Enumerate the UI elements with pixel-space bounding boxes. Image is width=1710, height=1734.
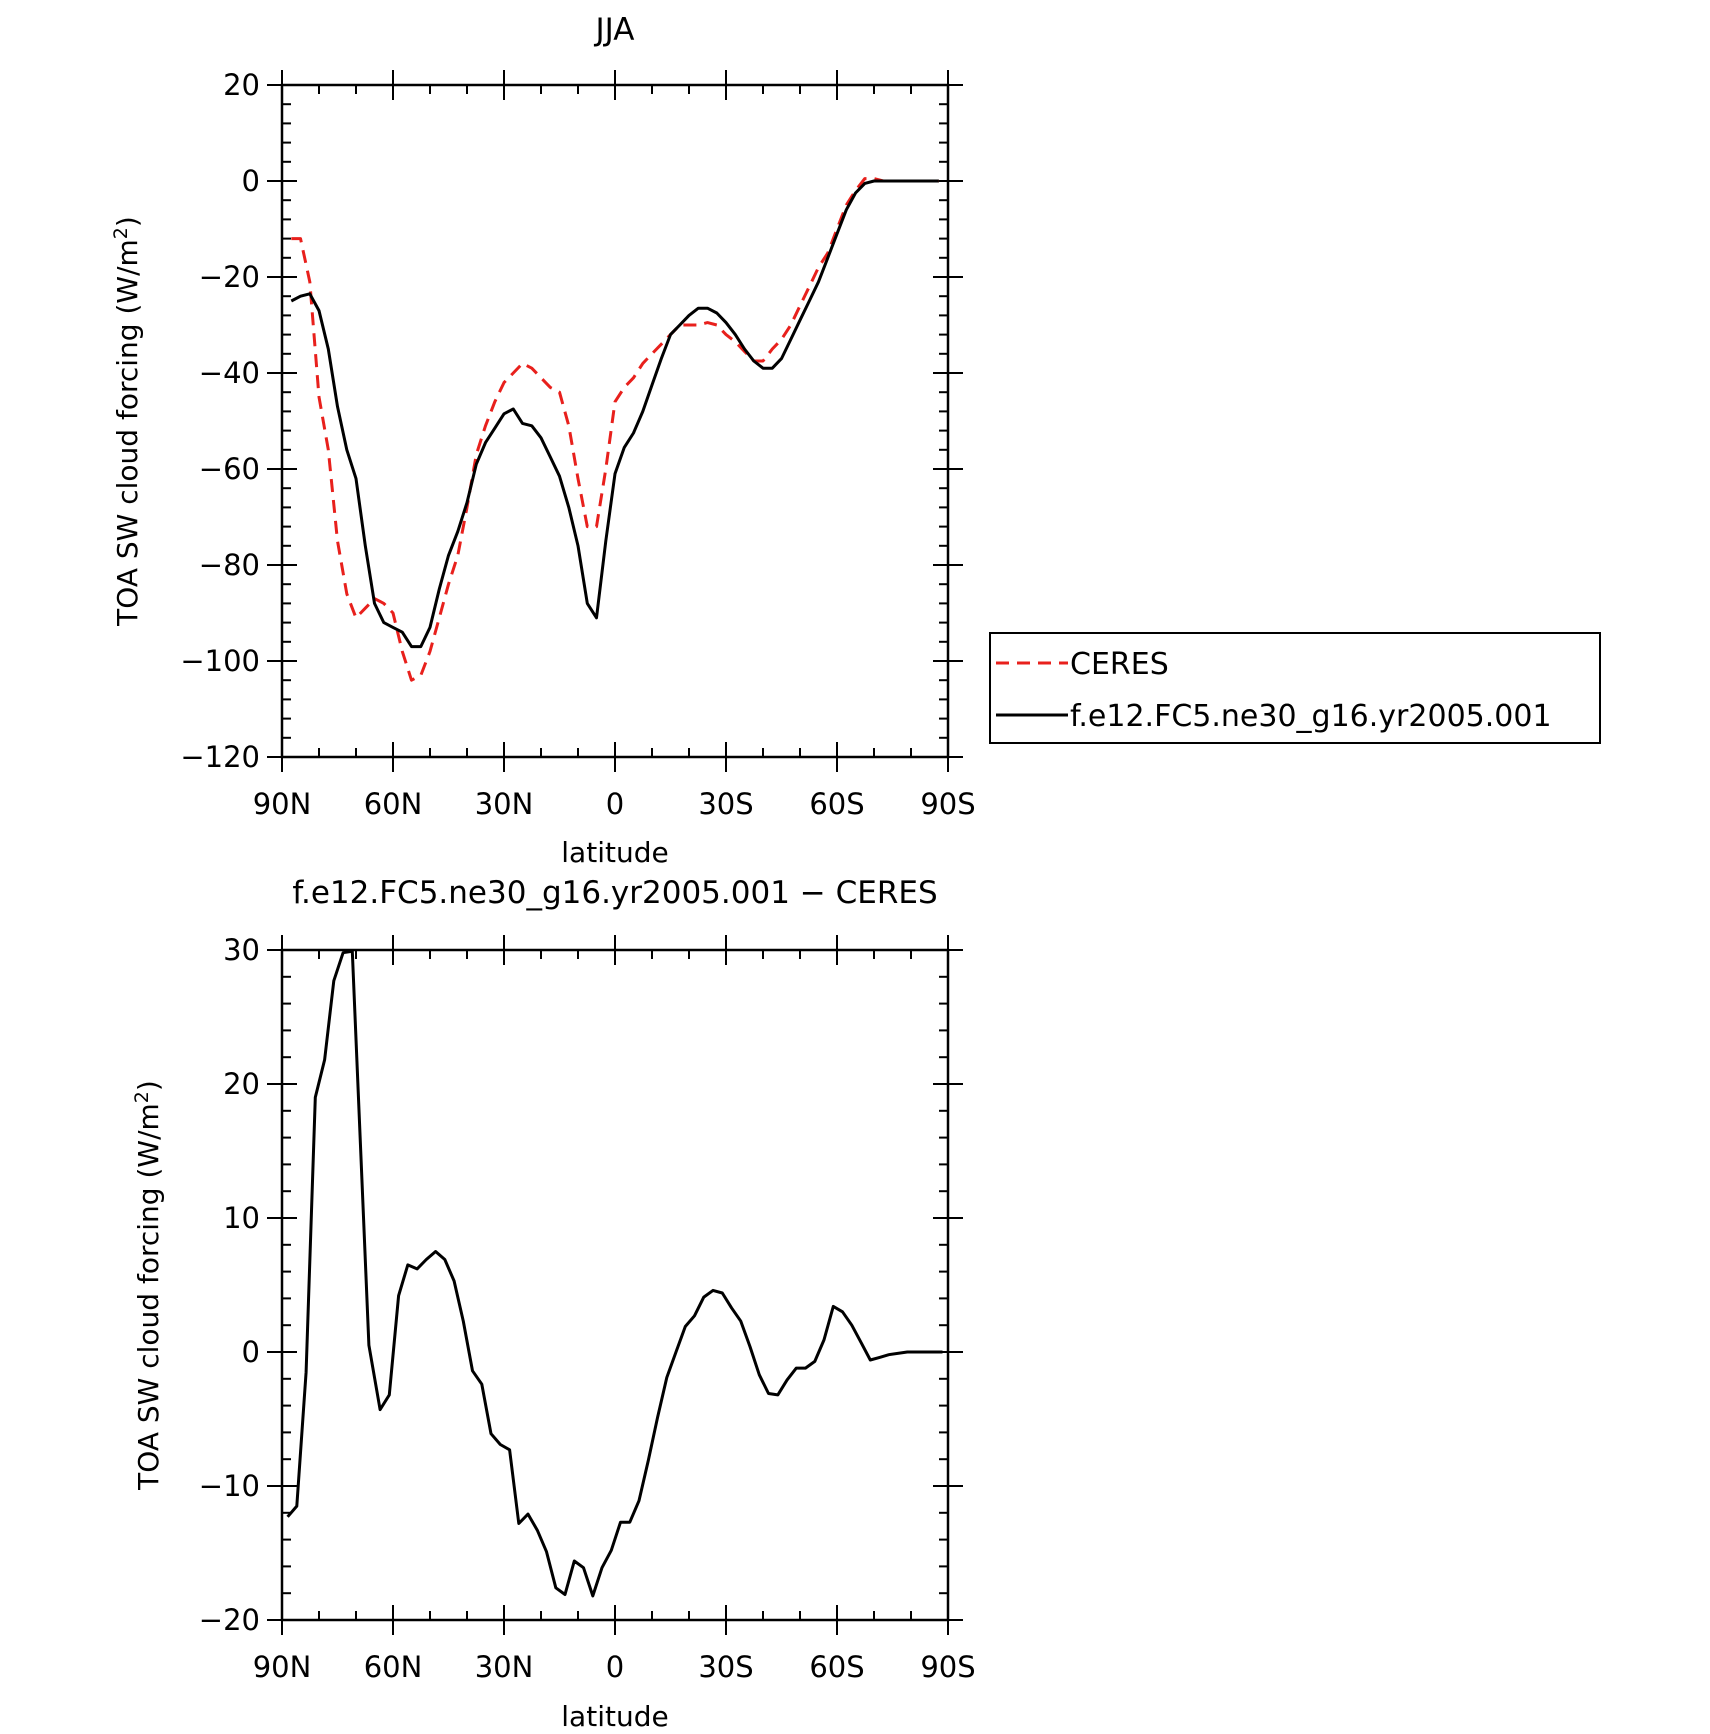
legend-label-model: f.e12.FC5.ne30_g16.yr2005.001 <box>1070 699 1552 734</box>
top-y-tick-label: 0 <box>242 164 260 198</box>
top-x-tick-label: 60S <box>809 787 864 821</box>
top-plot-frame <box>280 83 950 759</box>
legend-box <box>989 632 1601 744</box>
top-x-tick-label: 0 <box>606 787 624 821</box>
bottom-y-tick-label: −20 <box>199 1603 260 1637</box>
legend: CERES f.e12.FC5.ne30_g16.yr2005.001 <box>989 632 1601 744</box>
bottom-axes: 30 20 10 0 −10 −20 90N 60N 30N 0 30S 60S 90S <box>199 933 976 1684</box>
top-y-axis-title-sup: 2 <box>110 227 132 239</box>
bottom-plot-frame <box>280 948 950 1622</box>
bottom-x-axis-title: latitude <box>561 1700 668 1733</box>
top-axes: 20 0 −20 −40 −60 −80 −100 −120 90N 60N 30N 0 30S 60S 9… <box>180 68 975 821</box>
top-y-tick-label: 20 <box>223 68 260 102</box>
top-x-axis-title: latitude <box>561 836 668 869</box>
bottom-x-tick-label: 30S <box>698 1650 753 1684</box>
bottom-x-tick-label: 90N <box>253 1650 312 1684</box>
top-y-tick-label: −80 <box>199 548 260 582</box>
top-series-line-model <box>290 179 939 649</box>
bottom-y-axis-title-main: TOA SW cloud forcing (W/m <box>132 1103 165 1491</box>
top-y-axis-title-main: TOA SW cloud forcing (W/m <box>111 239 144 627</box>
bottom-x-tick-label: 0 <box>606 1650 624 1684</box>
top-y-tick-label: −40 <box>199 356 260 390</box>
top-y-tick-label: −100 <box>180 644 260 678</box>
top-x-tick-label: 60N <box>364 787 423 821</box>
top-series-line-ceres <box>291 177 939 682</box>
bottom-chart-title: f.e12.FC5.ne30_g16.yr2005.001 − CERES <box>292 875 937 911</box>
bottom-y-tick-label: 20 <box>223 1067 260 1101</box>
bottom-y-tick-label: 0 <box>242 1335 260 1369</box>
bottom-x-tick-label: 90S <box>920 1650 975 1684</box>
bottom-y-axis-title-end: ) <box>132 1080 165 1091</box>
bottom-y-tick-label: 30 <box>223 933 260 967</box>
bottom-x-tick-label: 30N <box>475 1650 534 1684</box>
top-x-tick-label: 90N <box>253 787 312 821</box>
bottom-panel: f.e12.FC5.ne30_g16.yr2005.001 − CERES 30… <box>131 875 976 1733</box>
bottom-y-tick-label: 10 <box>223 1201 260 1235</box>
top-x-tick-label: 30N <box>475 787 534 821</box>
bottom-x-tick-label: 60S <box>809 1650 864 1684</box>
bottom-y-tick-label: −10 <box>199 1469 260 1503</box>
bottom-y-axis-title: TOA SW cloud forcing (W/m2) <box>131 1080 165 1491</box>
bottom-y-axis-title-sup: 2 <box>131 1091 153 1103</box>
top-y-tick-label: −60 <box>199 452 260 486</box>
top-panel: JJA 20 0 −20 −40 −60 −80 −100 −120 90N 60N 30N 0 30S… <box>110 12 1601 869</box>
top-y-axis-title: TOA SW cloud forcing (W/m2) <box>110 216 144 627</box>
top-chart-title: JJA <box>594 12 635 48</box>
bottom-series-line-difference <box>286 949 943 1598</box>
top-y-tick-label: −120 <box>180 740 260 774</box>
top-x-tick-label: 90S <box>920 787 975 821</box>
top-y-tick-label: −20 <box>199 260 260 294</box>
bottom-series-group <box>286 949 943 1598</box>
legend-label-ceres: CERES <box>1070 647 1169 682</box>
bottom-x-tick-label: 60N <box>364 1650 423 1684</box>
top-y-axis-title-end: ) <box>111 216 144 227</box>
top-x-tick-label: 30S <box>698 787 753 821</box>
top-series-group <box>290 177 939 682</box>
